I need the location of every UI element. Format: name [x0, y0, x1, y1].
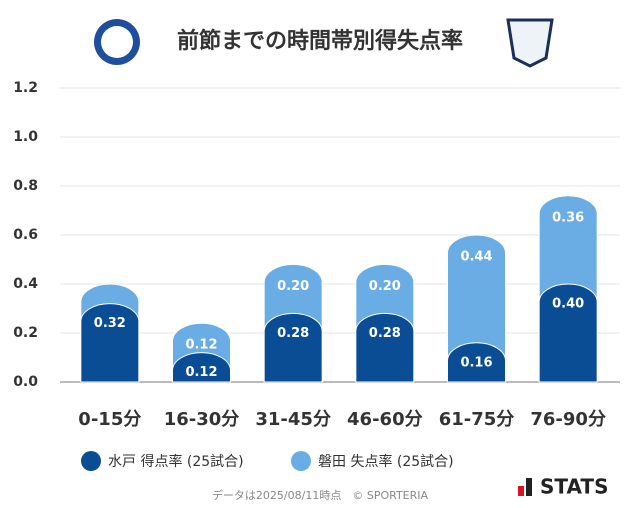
chart-title: 前節までの時間帯別得失点率 [177, 28, 463, 54]
data-label: 0.12 [185, 338, 217, 353]
away-logo [506, 18, 554, 68]
data-label: 0.40 [552, 297, 584, 312]
data-label: 0.36 [552, 210, 584, 225]
legend-swatch [291, 451, 311, 471]
bar-segment [447, 342, 506, 383]
legend-label: 水戸 得点率 (25試合) [108, 453, 244, 470]
data-label: 0.20 [277, 279, 309, 294]
x-tick-label: 31-45分 [255, 409, 331, 430]
bar-segment [172, 352, 231, 383]
legend-label: 磐田 失点率 (25試合) [318, 453, 454, 470]
y-tick-label: 0.2 [13, 325, 38, 341]
brand-icon [518, 486, 524, 496]
bar-segment [263, 312, 323, 383]
y-tick-label: 1.0 [13, 129, 38, 145]
x-tick-label: 0-15分 [78, 409, 141, 430]
x-tick-label: 46-60分 [347, 409, 423, 430]
y-tick-label: 0.0 [13, 374, 38, 390]
brand: STATS [540, 475, 608, 499]
x-tick-label: 61-75分 [439, 409, 515, 430]
x-tick-label: 16-30分 [164, 409, 240, 430]
footer: データは2025/08/11時点 © SPORTERIA [212, 488, 429, 502]
y-tick-label: 0.8 [13, 178, 38, 194]
y-tick-label: 0.6 [13, 227, 38, 243]
bar-segment [355, 312, 415, 383]
home-logo-inner [101, 26, 133, 58]
data-label: 0.28 [369, 326, 401, 341]
data-label: 0.44 [460, 250, 492, 265]
legend-swatch [81, 451, 101, 471]
data-label: 0.12 [185, 365, 217, 380]
data-label: 0.16 [460, 355, 492, 370]
data-label: 0.28 [277, 326, 309, 341]
bar-segment [80, 303, 140, 383]
data-label: 0.20 [369, 279, 401, 294]
brand-icon [526, 478, 532, 496]
y-tick-label: 1.2 [13, 80, 38, 96]
x-tick-label: 76-90分 [530, 409, 606, 430]
bar-segment [538, 283, 598, 383]
data-label: 0.32 [94, 316, 126, 331]
y-tick-label: 0.4 [13, 276, 38, 292]
